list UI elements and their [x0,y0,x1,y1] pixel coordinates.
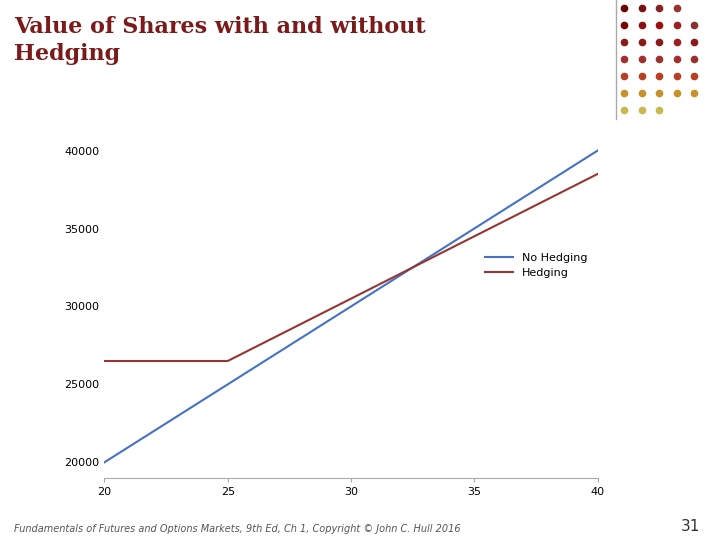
Line: Hedging: Hedging [104,174,598,361]
Text: Fundamentals of Futures and Options Markets, 9th Ed, Ch 1, Copyright © John C. H: Fundamentals of Futures and Options Mark… [14,523,461,534]
Hedging [100,358,109,365]
Text: Value of Shares with and without
Hedging: Value of Shares with and without Hedging [14,16,426,65]
Hedging [593,171,602,177]
Legend: No Hedging, Hedging: No Hedging, Hedging [481,248,592,282]
Text: 31: 31 [680,518,700,534]
Hedging [223,358,232,365]
